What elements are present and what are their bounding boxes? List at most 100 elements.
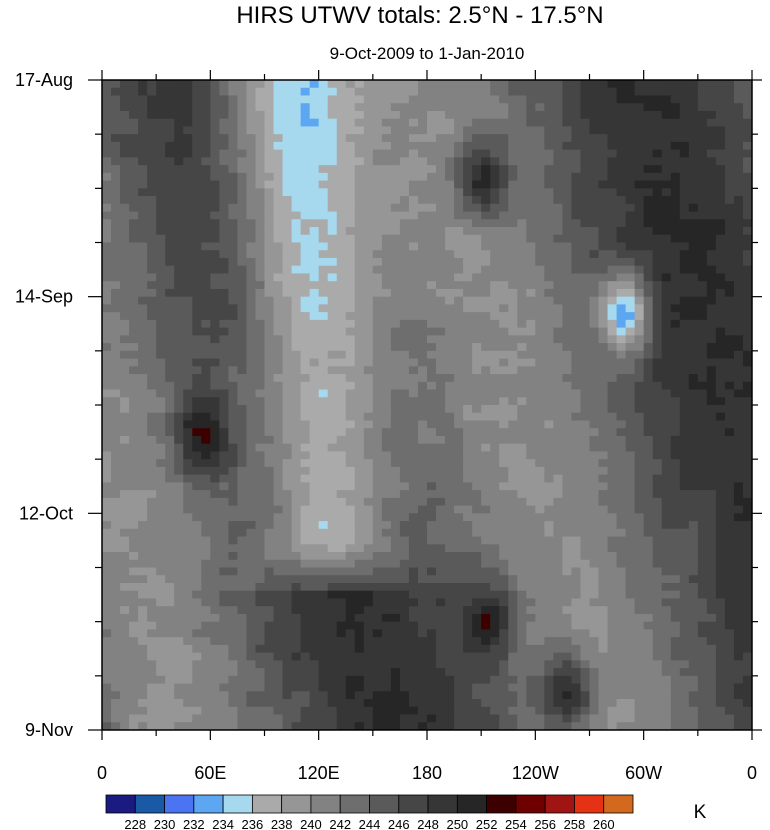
- heatmap-cell: [255, 598, 266, 607]
- heatmap-cell: [544, 110, 554, 120]
- heatmap-cell: [264, 165, 275, 174]
- heatmap-cell: [526, 118, 536, 128]
- heatmap-cell: [192, 95, 202, 104]
- heatmap-cell: [454, 203, 464, 213]
- heatmap-cell: [255, 466, 266, 476]
- heatmap-cell: [228, 134, 239, 143]
- heatmap-cell: [499, 343, 509, 352]
- heatmap-cell: [192, 196, 202, 205]
- heatmap-cell: [219, 474, 229, 483]
- heatmap-cell: [499, 513, 509, 522]
- heatmap-cell: [183, 234, 193, 244]
- heatmap-cell: [517, 242, 527, 251]
- heatmap-cell: [264, 459, 275, 468]
- heatmap-cell: [120, 490, 130, 499]
- heatmap-cell: [598, 335, 609, 344]
- heatmap-cell: [417, 172, 428, 182]
- heatmap-cell: [111, 180, 121, 189]
- heatmap-cell: [643, 428, 654, 437]
- heatmap-cell: [363, 389, 374, 398]
- heatmap-cell: [192, 141, 202, 151]
- heatmap-cell: [165, 513, 175, 522]
- heatmap-cell: [589, 196, 600, 205]
- heatmap-cell: [634, 327, 645, 336]
- heatmap-cell: [634, 405, 645, 414]
- heatmap-cell: [102, 188, 112, 197]
- heatmap-cell: [463, 405, 473, 414]
- heatmap-cell: [264, 196, 275, 205]
- heatmap-cell: [372, 389, 383, 398]
- heatmap-cell: [408, 474, 419, 483]
- heatmap-cell: [129, 188, 139, 197]
- heatmap-cell: [571, 575, 582, 584]
- heatmap-cell: [255, 397, 266, 406]
- heatmap-cell: [408, 319, 419, 329]
- heatmap-cell: [192, 319, 202, 329]
- heatmap-cell: [129, 335, 139, 344]
- heatmap-cell: [408, 335, 419, 344]
- heatmap-cell: [102, 528, 112, 538]
- heatmap-cell: [571, 505, 582, 514]
- heatmap-cell: [598, 536, 609, 545]
- heatmap-cell: [742, 134, 752, 143]
- heatmap-cell: [733, 389, 744, 398]
- heatmap-cell: [697, 412, 708, 422]
- heatmap-cell: [427, 528, 437, 538]
- heatmap-cell: [219, 296, 229, 306]
- heatmap-cell: [417, 482, 428, 491]
- heatmap-cell: [129, 606, 139, 615]
- heatmap-cell: [589, 288, 600, 298]
- heatmap-cell: [255, 288, 266, 298]
- heatmap-cell: [535, 490, 545, 499]
- heatmap-cell: [228, 552, 239, 561]
- heatmap-cell: [589, 149, 600, 158]
- heatmap-cell: [526, 180, 536, 189]
- heatmap-cell: [300, 575, 311, 584]
- heatmap-cell: [363, 474, 374, 483]
- heatmap-cell: [688, 149, 699, 158]
- heatmap-cell: [111, 312, 121, 321]
- heatmap-cell: [724, 374, 735, 383]
- heatmap-cell: [526, 281, 536, 290]
- heatmap-cell: [336, 273, 347, 282]
- heatmap-cell: [138, 466, 148, 476]
- heatmap-cell: [544, 505, 554, 514]
- heatmap-cell: [390, 374, 401, 383]
- heatmap-cell: [625, 428, 636, 437]
- heatmap-cell: [661, 343, 672, 352]
- heatmap-cell: [679, 582, 690, 592]
- heatmap-cell: [255, 80, 266, 89]
- heatmap-cell: [544, 234, 554, 244]
- heatmap-cell: [246, 575, 257, 584]
- heatmap-cell: [643, 513, 654, 522]
- heatmap-cell: [201, 598, 211, 607]
- heatmap-cell: [724, 180, 735, 189]
- heatmap-cell: [490, 172, 500, 182]
- heatmap-cell: [399, 80, 410, 89]
- heatmap-cell: [345, 304, 356, 313]
- heatmap-cell: [454, 219, 464, 228]
- heatmap-cell: [481, 296, 491, 306]
- heatmap-cell: [354, 559, 365, 569]
- heatmap-cell: [246, 381, 257, 391]
- heatmap-cell: [742, 87, 752, 97]
- heatmap-cell: [553, 327, 564, 336]
- heatmap-cell: [454, 242, 464, 251]
- heatmap-cell: [381, 598, 392, 607]
- heatmap-cell: [165, 412, 175, 422]
- heatmap-cell: [652, 381, 663, 391]
- heatmap-cell: [183, 196, 193, 205]
- heatmap-cell: [327, 490, 338, 499]
- heatmap-cell: [102, 196, 112, 205]
- heatmap-cell: [535, 157, 545, 166]
- heatmap-cell: [544, 536, 554, 545]
- heatmap-cell: [174, 211, 184, 220]
- heatmap-cell: [192, 374, 202, 383]
- heatmap-cell: [715, 196, 726, 205]
- heatmap-cell: [733, 265, 744, 275]
- heatmap-cell: [571, 95, 582, 104]
- heatmap-cell: [228, 528, 239, 538]
- heatmap-cell: [661, 381, 672, 391]
- heatmap-cell: [165, 536, 175, 545]
- heatmap-cell: [390, 598, 401, 607]
